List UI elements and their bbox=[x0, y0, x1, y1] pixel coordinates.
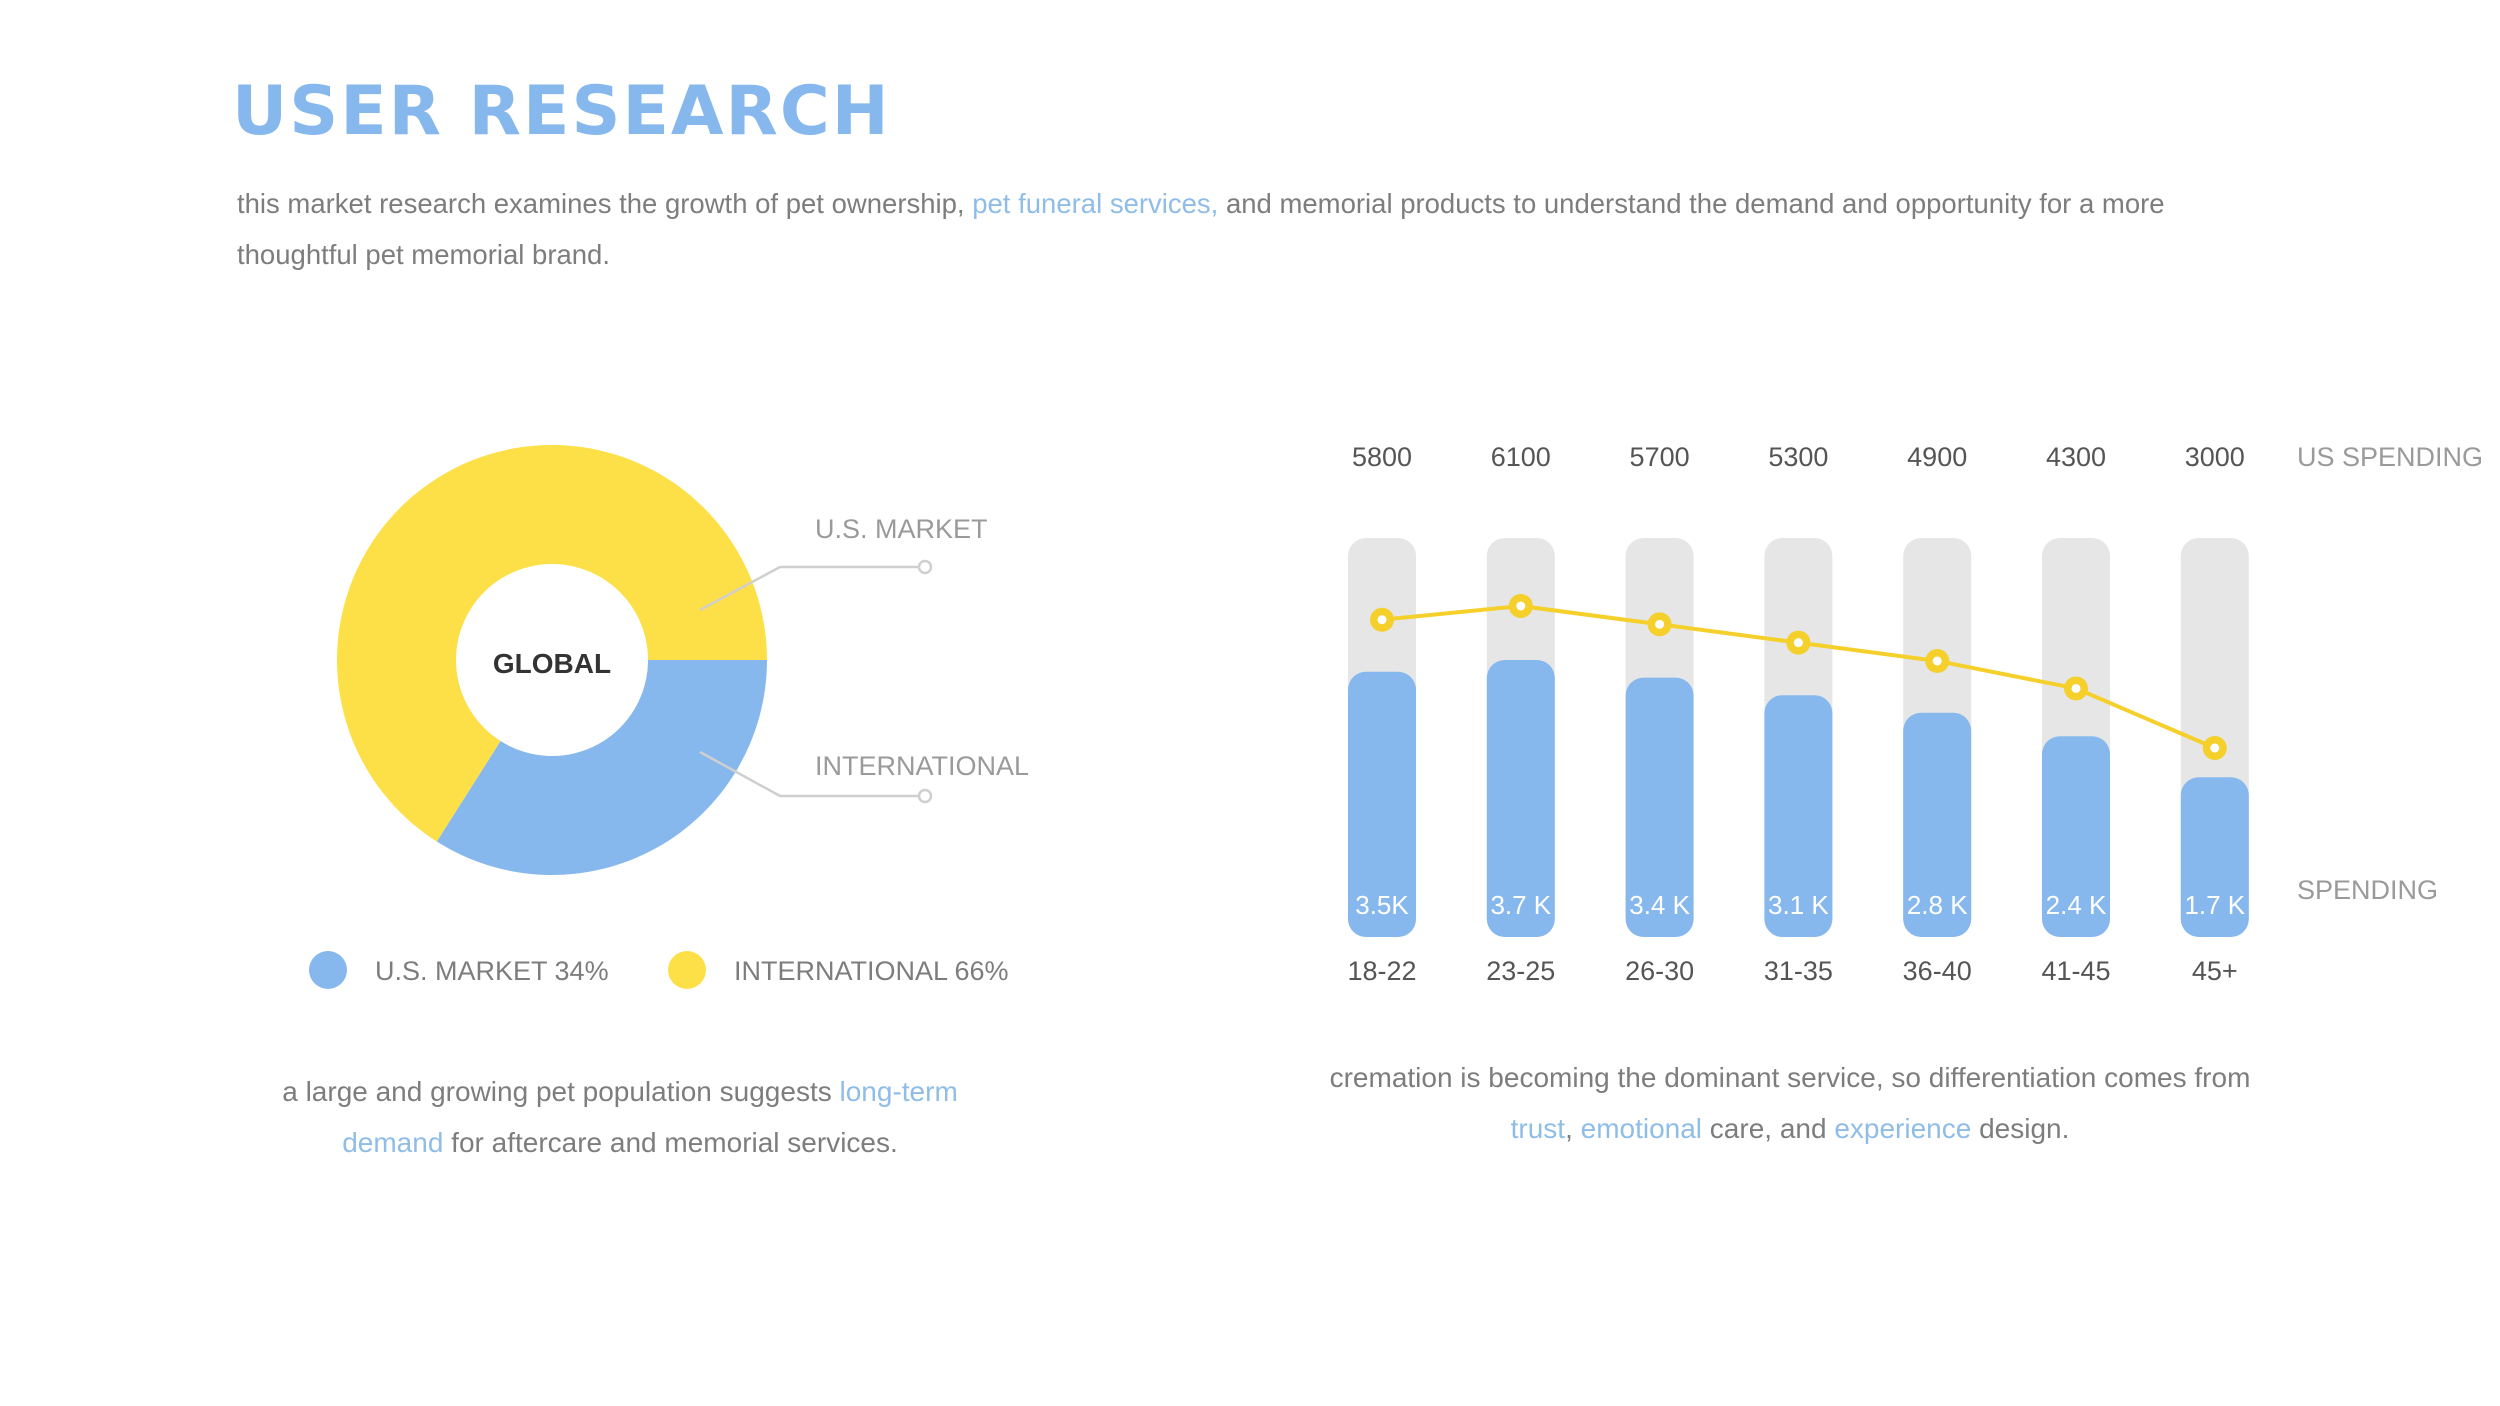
spending-bar-label-2: 3.4 K bbox=[1629, 890, 1690, 920]
page-title: USER RESEARCH bbox=[232, 72, 891, 151]
bar-caption-end: design. bbox=[1971, 1113, 2070, 1144]
donut-caption-end: for aftercare and memorial services. bbox=[443, 1127, 898, 1158]
callout-dot-international bbox=[917, 788, 933, 804]
spending-bar-5 bbox=[2042, 736, 2110, 937]
donut-caption-highlight: long-term demand bbox=[342, 1076, 958, 1158]
bar-caption-sep: , bbox=[1565, 1113, 1581, 1144]
us-spending-value-6: 3000 bbox=[2185, 442, 2245, 472]
legend-label-u-s-market: U.S. MARKET 34% bbox=[375, 956, 609, 986]
us-spending-point-center-0 bbox=[1377, 615, 1387, 625]
us-spending-value-2: 5700 bbox=[1630, 442, 1690, 472]
bar-caption-experience: experience bbox=[1834, 1113, 1972, 1144]
callout-line-international bbox=[699, 750, 925, 798]
spending-bar-1 bbox=[1486, 660, 1555, 937]
legend-dot-u-s-market bbox=[309, 951, 347, 989]
category-label-6: 45+ bbox=[2192, 956, 2238, 986]
callout-line-us-market bbox=[699, 565, 925, 612]
us-spending-value-0: 5800 bbox=[1352, 442, 1412, 472]
spending-bar-label-0: 3.5K bbox=[1355, 890, 1409, 920]
bar-caption-mid: care, and bbox=[1702, 1113, 1835, 1144]
spending-bar-0 bbox=[1348, 671, 1416, 937]
spending-bar-label-1: 3.7 K bbox=[1490, 890, 1551, 920]
intro-text-start: this market research examines the growth… bbox=[237, 188, 973, 219]
spending-bar-label-3: 3.1 K bbox=[1768, 890, 1829, 920]
intro-highlight: pet funeral services, bbox=[972, 188, 1219, 219]
callout-label-us-market: U.S. MARKET bbox=[815, 514, 988, 544]
spending-bar-label-6: 1.7 K bbox=[2184, 890, 2245, 920]
spending-bar-4 bbox=[1903, 712, 1972, 937]
category-label-0: 18-22 bbox=[1347, 956, 1416, 986]
callout-dot-us-market bbox=[917, 559, 933, 575]
intro-text-end: and memorial products to understand the … bbox=[237, 188, 2165, 270]
us-spending-point-center-4 bbox=[1932, 656, 1942, 666]
category-label-2: 26-30 bbox=[1625, 956, 1694, 986]
spending-bar-label-5: 2.4 K bbox=[2046, 890, 2107, 920]
bar-caption-emotional: emotional bbox=[1580, 1113, 1703, 1144]
spending-series-label: SPENDING bbox=[2297, 875, 2438, 905]
donut-caption: a large and growing pet population sugge… bbox=[240, 1066, 1000, 1168]
us-spending-value-3: 5300 bbox=[1768, 442, 1828, 472]
bar-caption: cremation is becoming the dominant servi… bbox=[1320, 1052, 2260, 1154]
us-spending-value-1: 6100 bbox=[1491, 442, 1551, 472]
us-spending-point-center-3 bbox=[1793, 638, 1803, 648]
us-spending-point-center-6 bbox=[2210, 743, 2220, 753]
donut-center-label: GLOBAL bbox=[493, 648, 611, 679]
legend-dot-international bbox=[668, 951, 706, 989]
donut-caption-start: a large and growing pet population sugge… bbox=[282, 1076, 840, 1107]
spending-bar-3 bbox=[1764, 695, 1833, 937]
category-label-5: 41-45 bbox=[2041, 956, 2110, 986]
category-label-4: 36-40 bbox=[1903, 956, 1972, 986]
us-spending-value-4: 4900 bbox=[1907, 442, 1967, 472]
us-spending-value-5: 4300 bbox=[2046, 442, 2106, 472]
spending-bar-2 bbox=[1625, 677, 1694, 937]
donut-slice-international bbox=[337, 445, 767, 842]
us-spending-point-center-1 bbox=[1516, 601, 1526, 611]
bar-caption-start: cremation is becoming the dominant servi… bbox=[1329, 1062, 2251, 1093]
callout-label-international: INTERNATIONAL bbox=[815, 751, 1029, 781]
intro-text: this market research examines the growth… bbox=[237, 178, 2237, 280]
us-spending-point-center-2 bbox=[1655, 619, 1665, 629]
bar-caption-trust: trust bbox=[1510, 1113, 1566, 1144]
category-label-1: 23-25 bbox=[1486, 956, 1555, 986]
spending-bar-6 bbox=[2180, 777, 2249, 937]
us-spending-point-center-5 bbox=[2071, 683, 2081, 693]
us-spending-series-label: US SPENDING bbox=[2297, 442, 2483, 472]
category-label-3: 31-35 bbox=[1764, 956, 1833, 986]
spending-bar-label-4: 2.8 K bbox=[1907, 890, 1968, 920]
donut-slice-u-s-market bbox=[436, 660, 767, 875]
legend-label-international: INTERNATIONAL 66% bbox=[734, 956, 1009, 986]
